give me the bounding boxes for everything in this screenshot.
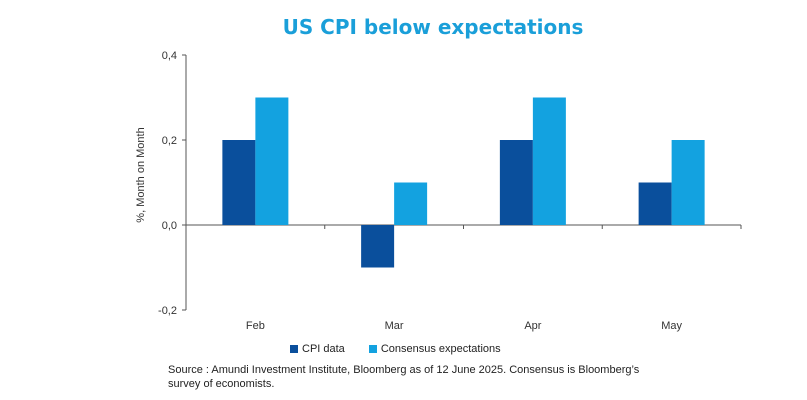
- x-tick-label: Mar: [385, 320, 404, 332]
- bars: [222, 97, 705, 268]
- legend: CPI data Consensus expectations: [290, 343, 525, 355]
- legend-swatch-consensus-expectations: [368, 345, 377, 353]
- x-tick-label: Apr: [524, 320, 541, 332]
- source-note: Source : Amundi Investment Institute, Bl…: [168, 364, 640, 390]
- bar-cpi-data-may: [638, 182, 672, 225]
- x-tick-label: May: [661, 320, 682, 332]
- legend-label-cpi-data: CPI data: [302, 343, 345, 355]
- legend-swatch-cpi-data: [290, 345, 298, 353]
- bar-cpi-data-apr: [499, 140, 533, 225]
- tick-labels: -0,2 0,0 0,2 0,4 Feb Mar Apr May: [158, 50, 682, 332]
- bar-consensus-expectations-apr: [532, 97, 566, 225]
- chart-title: US CPI below expectations: [282, 15, 584, 39]
- legend-item-cpi-data: CPI data: [290, 343, 345, 355]
- y-tick-label: 0,0: [162, 220, 177, 232]
- y-tick-label: -0,2: [158, 305, 177, 317]
- legend-item-consensus-expectations: Consensus expectations: [368, 343, 501, 355]
- y-tick-label: 0,2: [162, 135, 177, 147]
- bar-consensus-expectations-may: [671, 140, 705, 225]
- bar-cpi-data-feb: [222, 140, 256, 225]
- chart-plot: -0,2 0,0 0,2 0,4 Feb Mar Apr May %, Month on Mo…: [135, 50, 742, 332]
- bar-consensus-expectations-feb: [255, 97, 289, 225]
- bar-consensus-expectations-mar: [394, 182, 428, 225]
- y-axis-label: %, Month on Month: [135, 127, 147, 222]
- legend-label-consensus-expectations: Consensus expectations: [380, 343, 501, 355]
- x-tick-label: Feb: [246, 320, 265, 332]
- bar-cpi-data-mar: [361, 225, 395, 268]
- y-tick-label: 0,4: [162, 50, 177, 62]
